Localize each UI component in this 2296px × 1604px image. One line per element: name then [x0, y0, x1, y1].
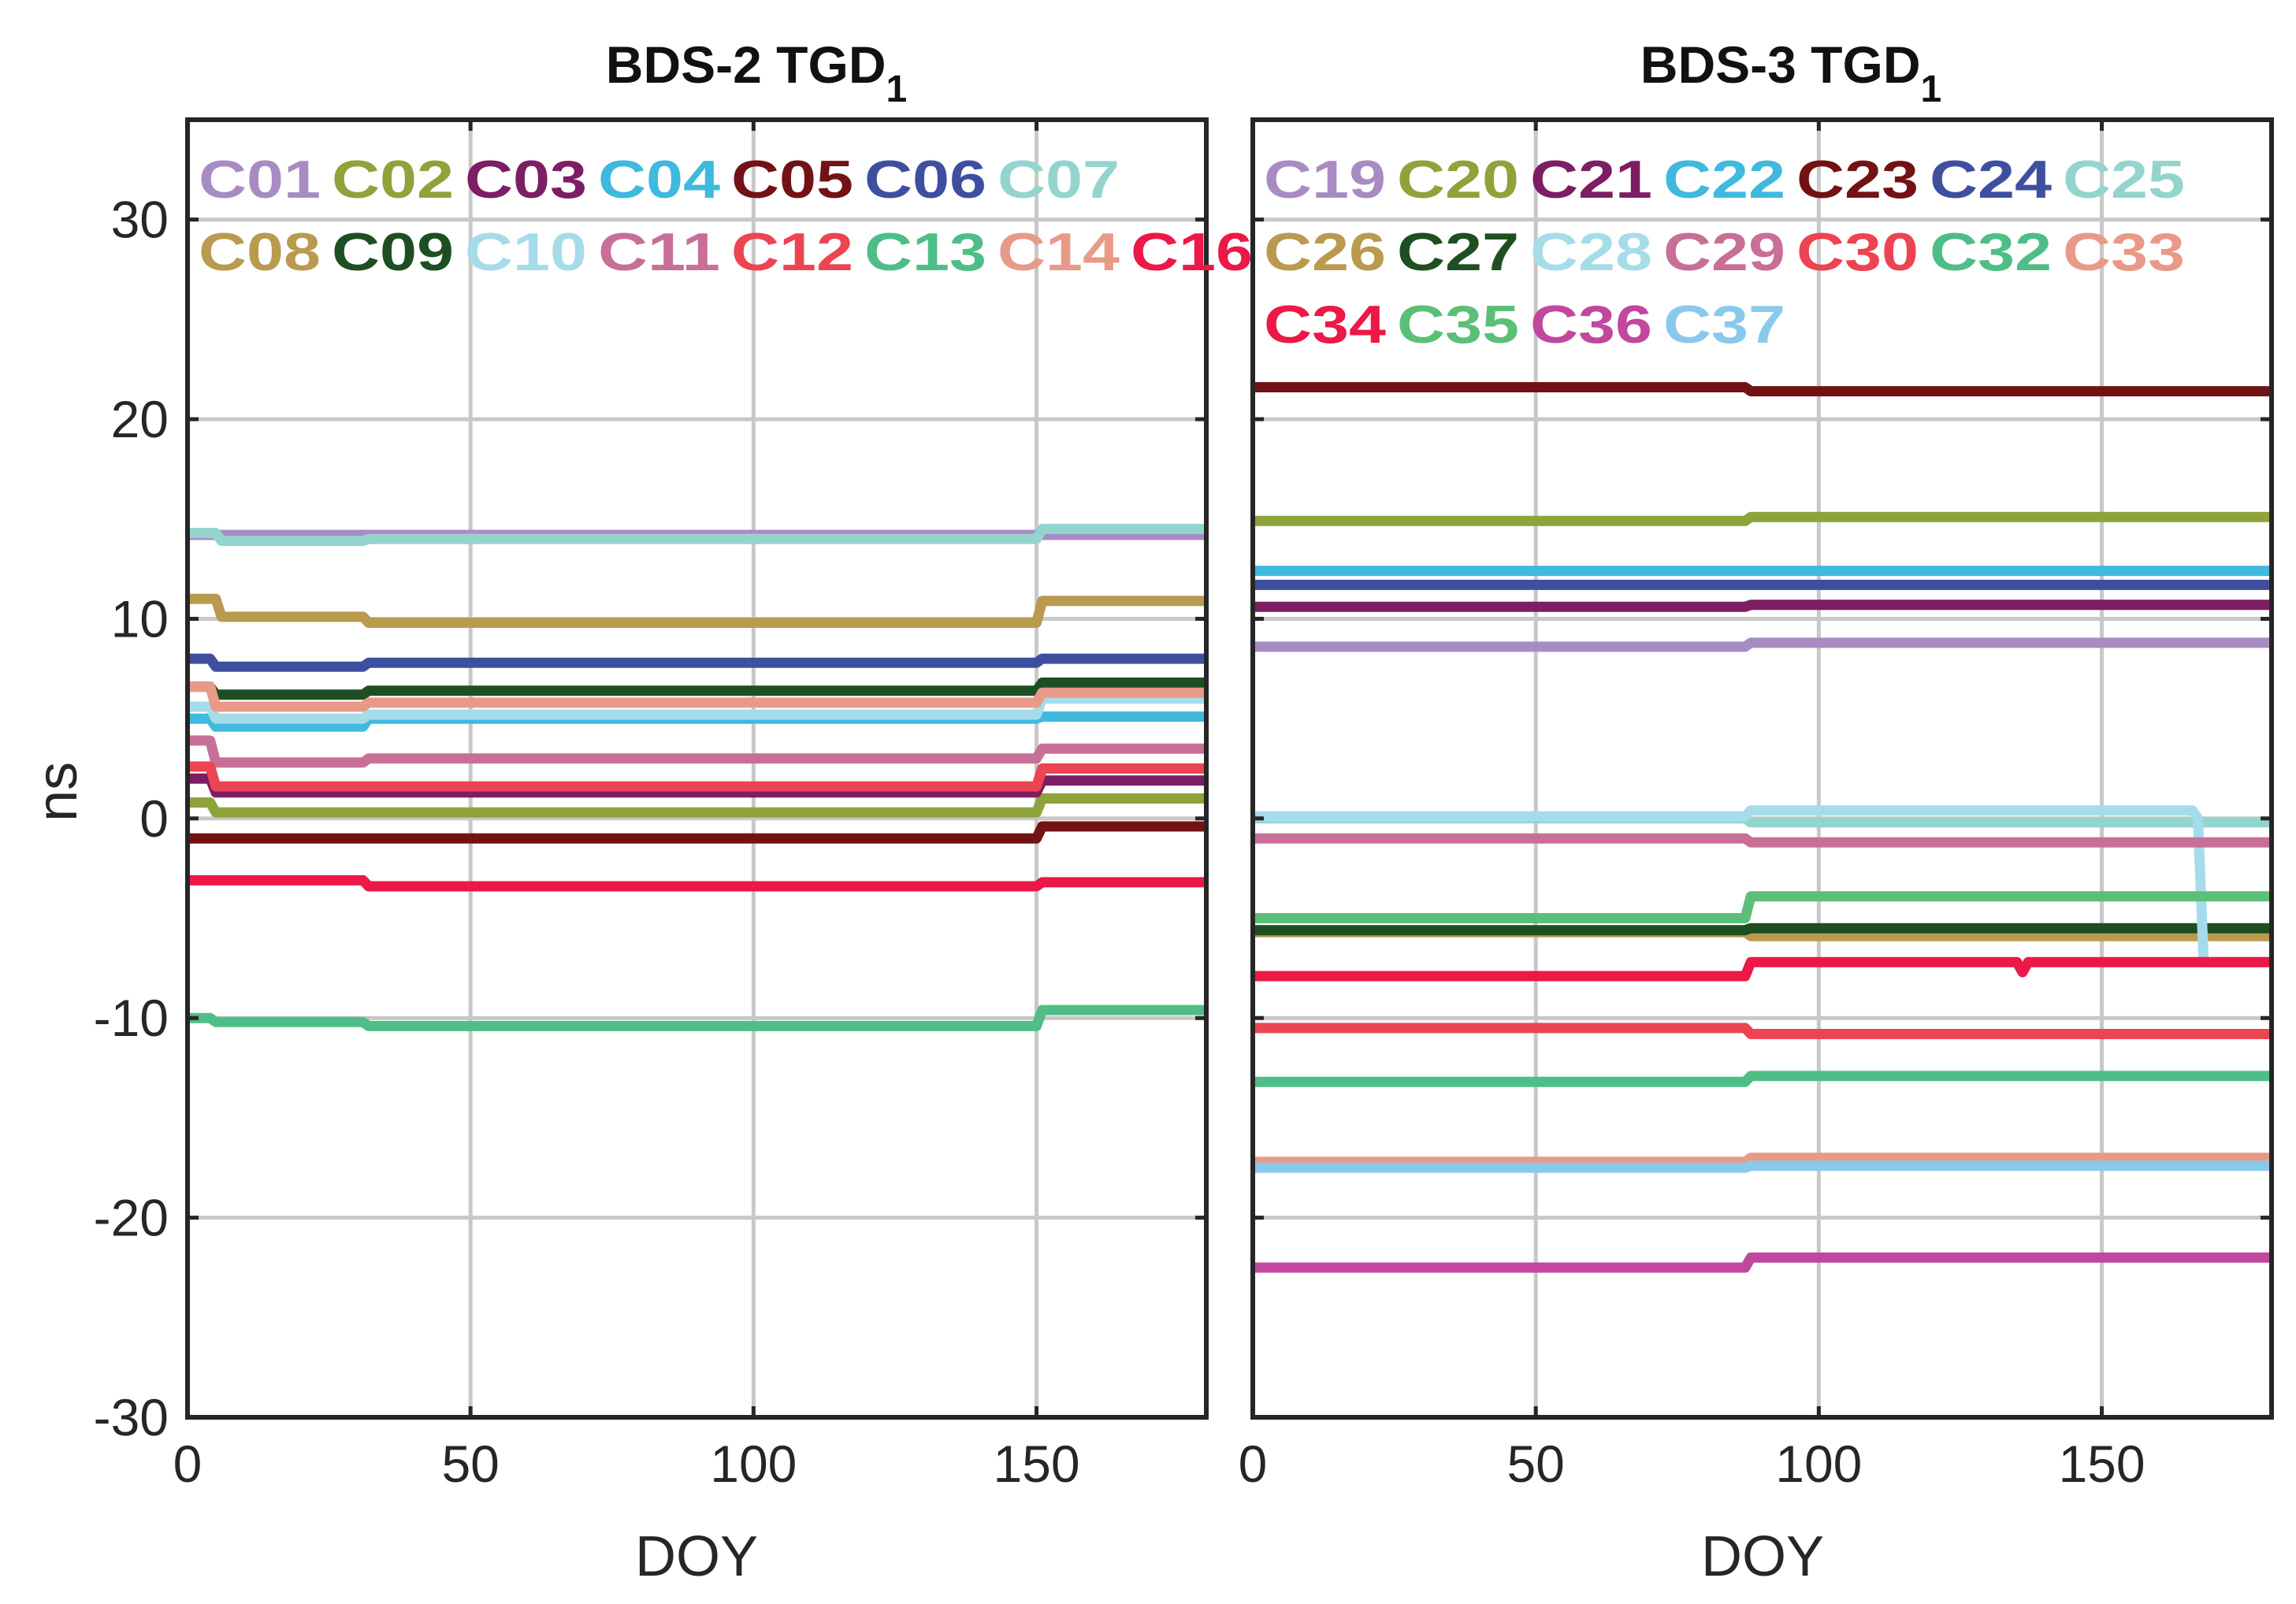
series-line-c29 — [1253, 833, 2272, 848]
series-line-c33 — [1253, 1153, 2272, 1168]
legend-entry-c32: C32 — [1930, 222, 2052, 282]
bds2-ytick-label-10: 10 — [111, 589, 169, 648]
legend-entry-c10: C10 — [465, 222, 587, 282]
bds3-xtick-label-100: 100 — [1775, 1435, 1862, 1493]
bds3-series-group — [1253, 382, 2272, 1273]
series-line-c37 — [1253, 1160, 2272, 1173]
bds2-ytick-label-20: 20 — [111, 390, 169, 448]
bds2-xtick-label-50: 50 — [441, 1435, 499, 1493]
bds3-title-subscript: 1 — [1920, 69, 1941, 110]
legend-entry-c25: C25 — [2063, 150, 2185, 210]
bds3-panel: BDS-3 TGD1 0 50 100 150 C19 C20 C21 C22 C23 C24 C… — [1239, 35, 2274, 1588]
series-line-c02 — [188, 793, 1206, 818]
series-line-c16 — [188, 874, 1206, 892]
legend-entry-c08: C08 — [199, 222, 321, 282]
legend-entry-c30: C30 — [1796, 222, 1919, 282]
bds2-title-text: BDS-2 TGD — [606, 35, 886, 94]
series-line-c23 — [1253, 382, 2272, 397]
bds2-ticks: 0 50 100 150 -30 -20 -10 0 10 20 30 — [94, 120, 1206, 1493]
legend-entry-c20: C20 — [1397, 150, 1519, 210]
y-axis-label: ns — [26, 762, 89, 822]
legend-entry-c22: C22 — [1663, 150, 1785, 210]
legend-entry-c07: C07 — [998, 150, 1120, 210]
legend-entry-c01: C01 — [199, 150, 321, 210]
legend-entry-c03: C03 — [465, 150, 587, 210]
bds2-x-axis-label: DOY — [635, 1525, 758, 1588]
legend-entry-c28: C28 — [1530, 222, 1652, 282]
bds2-series-group — [188, 523, 1206, 1031]
legend-entry-c14: C14 — [998, 222, 1120, 282]
series-line-c03 — [188, 773, 1206, 798]
bds3-title-text: BDS-3 TGD — [1640, 35, 1921, 94]
legend-entry-c12: C12 — [731, 222, 853, 282]
series-line-c27 — [1253, 923, 2272, 936]
bds2-xtick-label-100: 100 — [710, 1435, 797, 1493]
bds2-xtick-label-0: 0 — [173, 1435, 202, 1493]
legend-entry-c06: C06 — [864, 150, 986, 210]
bds2-xtick-label-150: 150 — [993, 1435, 1079, 1493]
bds2-ytick-label-0: 0 — [139, 789, 169, 848]
series-line-c07 — [188, 523, 1206, 547]
bds3-xtick-label-50: 50 — [1507, 1435, 1564, 1493]
bds3-xtick-label-150: 150 — [2058, 1435, 2145, 1493]
series-line-c35 — [1253, 891, 2272, 923]
legend-entry-c04: C04 — [598, 150, 720, 210]
legend-entry-c35: C35 — [1397, 295, 1519, 355]
legend-entry-c24: C24 — [1930, 150, 2052, 210]
bds2-title: BDS-2 TGD1 — [606, 35, 907, 110]
bds3-xtick-label-0: 0 — [1239, 1435, 1268, 1493]
series-line-c30 — [1253, 1023, 2272, 1039]
bds2-ytick-label--20: -20 — [94, 1189, 169, 1247]
legend-entry-c11: C11 — [598, 222, 720, 282]
series-line-c34 — [1253, 956, 2272, 982]
series-line-c32 — [1253, 1071, 2272, 1087]
legend-entry-c23: C23 — [1796, 150, 1919, 210]
bds2-axes-frame — [185, 117, 1209, 1420]
legend-entry-c21: C21 — [1530, 150, 1652, 210]
bds2-ytick-label--30: -30 — [94, 1388, 169, 1446]
series-line-c06 — [188, 653, 1206, 672]
bds3-ticks: 0 50 100 150 — [1239, 120, 2272, 1493]
series-line-c14 — [188, 681, 1206, 712]
legend-entry-c16: C16 — [1131, 222, 1253, 282]
bds2-ytick-label--10: -10 — [94, 989, 169, 1047]
legend-entry-c13: C13 — [864, 222, 986, 282]
legend-entry-c34: C34 — [1264, 295, 1386, 355]
bds2-panel: BDS-2 TGD1 0 50 100 150 -30 -20 -10 0 10 20 30 C01… — [26, 35, 1253, 1588]
series-line-c12 — [188, 761, 1206, 792]
series-line-c20 — [1253, 511, 2272, 526]
legend-entry-c36: C36 — [1530, 295, 1652, 355]
legend-entry-c19: C19 — [1264, 150, 1386, 210]
series-line-c05 — [188, 821, 1206, 844]
legend-entry-c09: C09 — [332, 222, 454, 282]
legend-entry-c33: C33 — [2063, 222, 2185, 282]
series-line-c21 — [1253, 600, 2272, 612]
series-line-c08 — [188, 593, 1206, 628]
legend-entry-c27: C27 — [1397, 222, 1519, 282]
series-line-c11 — [188, 735, 1206, 768]
bds3-x-axis-label: DOY — [1701, 1525, 1824, 1588]
bds3-axes-frame — [1250, 117, 2274, 1420]
bds2-ytick-label-30: 30 — [111, 191, 169, 249]
series-line-c13 — [188, 1004, 1206, 1031]
series-line-c19 — [1253, 637, 2272, 652]
bds3-title: BDS-3 TGD1 — [1640, 35, 1941, 110]
legend-entry-c02: C02 — [332, 150, 454, 210]
series-line-c36 — [1253, 1252, 2272, 1273]
bds2-title-subscript: 1 — [886, 69, 907, 110]
legend-entry-c26: C26 — [1264, 222, 1386, 282]
legend-entry-c37: C37 — [1663, 295, 1785, 355]
legend-entry-c05: C05 — [731, 150, 853, 210]
legend-entry-c29: C29 — [1663, 222, 1785, 282]
